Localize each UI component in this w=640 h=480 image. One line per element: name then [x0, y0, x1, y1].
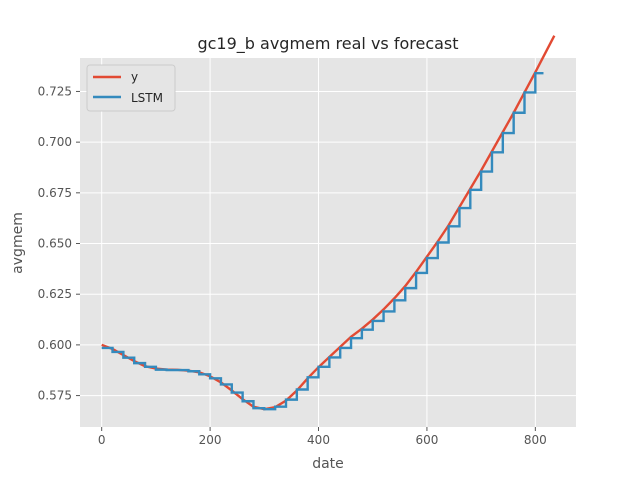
x-tick-label: 200: [199, 433, 222, 447]
x-axis-label: date: [312, 456, 344, 472]
y-tick-label: 0.650: [38, 237, 72, 251]
legend: y LSTM: [86, 64, 176, 112]
x-tick-label: 600: [415, 433, 438, 447]
x-axis: 0 200 400 600 800: [98, 427, 547, 447]
series-line-lstm: [101, 72, 544, 411]
x-tick-label: 400: [307, 433, 330, 447]
y-axis-label: avgmem: [10, 212, 26, 274]
plot-background: [80, 58, 576, 427]
legend-label-lstm: LSTM: [131, 91, 163, 105]
y-tick-label: 0.725: [38, 84, 72, 98]
y-tick-label: 0.575: [38, 389, 72, 403]
y-tick-label: 0.700: [38, 135, 72, 149]
y-axis: 0.575 0.600 0.625 0.650 0.675 0.700 0.725: [38, 84, 80, 403]
y-tick-label: 0.600: [38, 338, 72, 352]
legend-label-y: y: [131, 70, 138, 84]
y-tick-label: 0.675: [38, 186, 72, 200]
series-layer: [101, 35, 556, 411]
x-tick-label: 0: [98, 433, 106, 447]
y-tick-label: 0.625: [38, 287, 72, 301]
x-tick-label: 800: [524, 433, 547, 447]
chart-title: gc19_b avgmem real vs forecast: [197, 34, 458, 54]
